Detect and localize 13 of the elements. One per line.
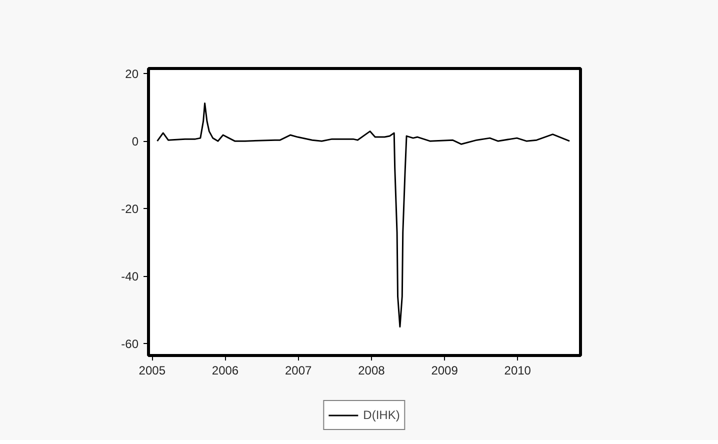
x-tick-label: 2007 [285,364,312,378]
line-series [156,102,570,328]
y-tick-label: -60 [121,337,139,352]
x-tick-label: 2006 [212,364,239,378]
x-tick-label: 2005 [138,364,166,378]
y-tick-label: 20 [125,67,139,82]
legend-label: D(IHK) [363,408,400,422]
y-tick-label: -20 [121,202,139,216]
y-tick-label: 0 [132,134,139,149]
x-tick-label: 2009 [431,364,458,378]
x-tick-label: 2010 [504,364,532,378]
y-tick-label: -40 [121,270,139,284]
x-tick-label: 2008 [358,364,386,378]
